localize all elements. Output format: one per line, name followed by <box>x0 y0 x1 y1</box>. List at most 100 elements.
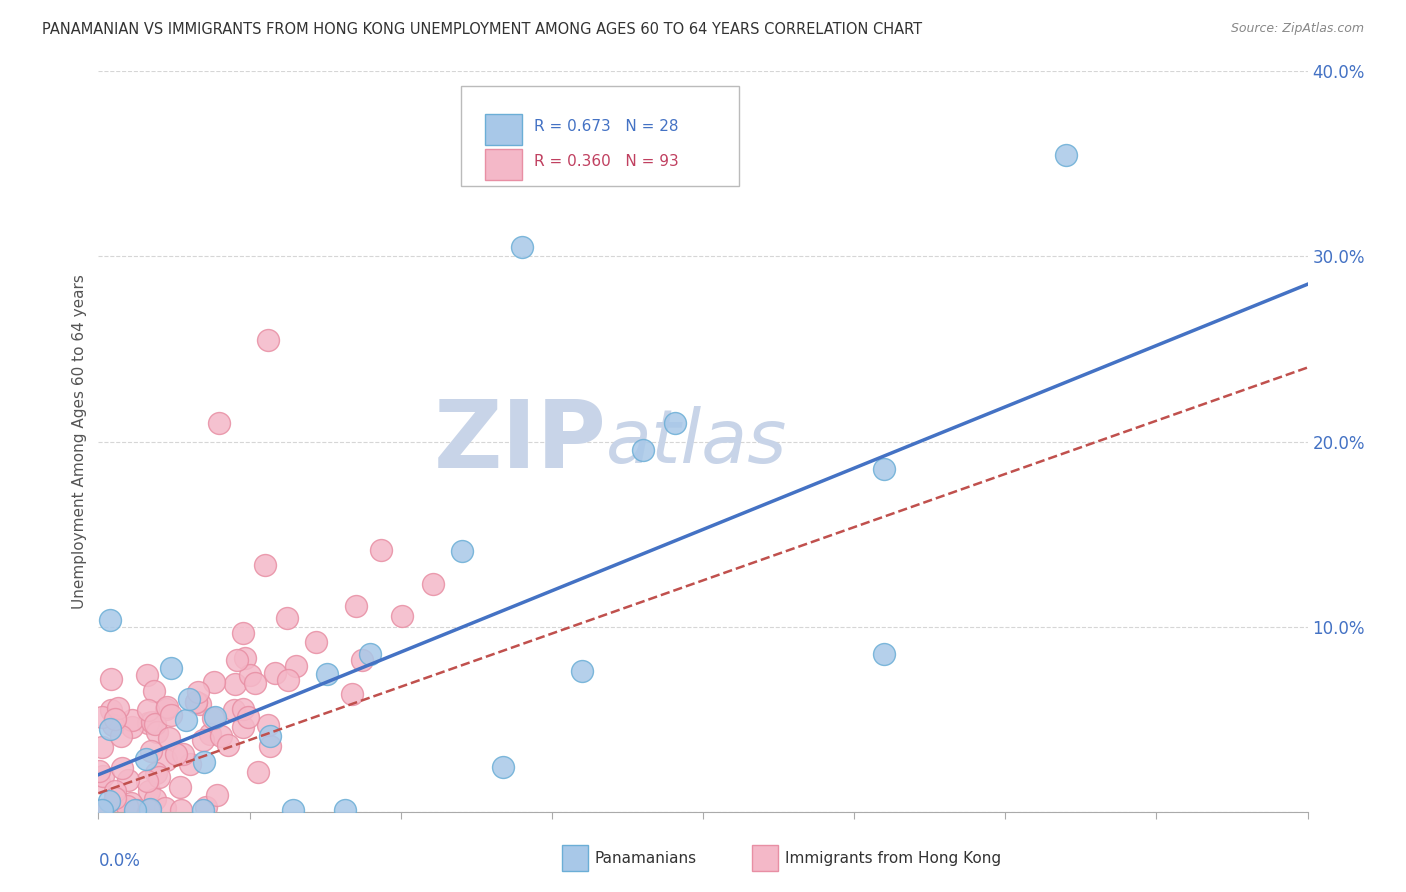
Point <box>120 796 142 810</box>
Point <box>187 684 209 698</box>
Text: atlas: atlas <box>606 406 787 477</box>
Point <box>136 703 159 717</box>
Point <box>208 416 231 430</box>
Point <box>138 803 160 817</box>
Point <box>111 761 134 775</box>
Point <box>510 240 533 254</box>
Point <box>110 729 132 743</box>
Point <box>148 770 170 784</box>
Point <box>391 609 413 624</box>
Point <box>100 800 122 814</box>
Point <box>174 713 197 727</box>
Point <box>157 731 180 745</box>
Text: R = 0.360   N = 93: R = 0.360 N = 93 <box>534 154 679 169</box>
Text: R = 0.673   N = 28: R = 0.673 N = 28 <box>534 120 678 135</box>
Point <box>193 755 215 769</box>
Point <box>104 803 127 817</box>
Text: PANAMANIAN VS IMMIGRANTS FROM HONG KONG UNEMPLOYMENT AMONG AGES 60 TO 64 YEARS C: PANAMANIAN VS IMMIGRANTS FROM HONG KONG … <box>42 22 922 37</box>
Point <box>165 747 187 762</box>
Point <box>422 577 444 591</box>
Point <box>104 712 127 726</box>
Point <box>141 744 163 758</box>
Point <box>100 722 122 736</box>
Point <box>155 753 177 767</box>
Point <box>159 708 181 723</box>
Point <box>125 803 148 817</box>
Point <box>217 738 239 752</box>
Point <box>104 791 127 805</box>
Point <box>195 800 218 814</box>
Point <box>281 803 304 817</box>
Point <box>236 709 259 723</box>
Point <box>188 697 211 711</box>
Point <box>104 803 127 817</box>
Point <box>664 416 686 430</box>
Point <box>200 727 222 741</box>
FancyBboxPatch shape <box>461 87 740 186</box>
Point <box>169 780 191 794</box>
Point <box>259 739 281 754</box>
Point <box>93 803 115 817</box>
Point <box>111 803 134 817</box>
Point <box>205 788 228 802</box>
Point <box>101 717 124 731</box>
Point <box>94 803 117 817</box>
Point <box>350 653 373 667</box>
Point <box>98 613 121 627</box>
Point <box>143 716 166 731</box>
Point <box>305 635 328 649</box>
Point <box>254 558 277 573</box>
Point <box>90 803 112 817</box>
Point <box>202 674 225 689</box>
Point <box>97 794 120 808</box>
Point <box>232 626 254 640</box>
Point <box>184 695 207 709</box>
Point <box>243 676 266 690</box>
Point <box>316 667 339 681</box>
Point <box>91 803 114 817</box>
Point <box>344 599 367 613</box>
Point <box>256 718 278 732</box>
Point <box>239 667 262 681</box>
Point <box>360 648 382 662</box>
Point <box>191 733 214 747</box>
Point <box>232 702 254 716</box>
Point <box>155 801 177 815</box>
Point <box>136 715 159 730</box>
Point <box>117 799 139 814</box>
Bar <box>485 114 522 145</box>
Point <box>104 784 127 798</box>
Point <box>127 803 149 817</box>
Point <box>631 442 654 457</box>
Point <box>155 702 177 716</box>
Y-axis label: Unemployment Among Ages 60 to 64 years: Unemployment Among Ages 60 to 64 years <box>72 274 87 609</box>
Point <box>263 665 285 680</box>
Point <box>138 783 160 797</box>
Point <box>124 803 146 817</box>
Text: ZIP: ZIP <box>433 395 606 488</box>
Point <box>100 803 122 817</box>
Point <box>571 665 593 679</box>
Point <box>107 701 129 715</box>
Point <box>93 769 115 783</box>
Point <box>160 661 183 675</box>
Point <box>91 739 114 754</box>
Point <box>209 730 232 744</box>
Point <box>233 651 256 665</box>
Point <box>100 672 122 686</box>
Point <box>143 792 166 806</box>
Text: Source: ZipAtlas.com: Source: ZipAtlas.com <box>1230 22 1364 36</box>
Point <box>277 673 299 687</box>
Point <box>342 687 364 701</box>
Point <box>191 803 214 817</box>
Point <box>117 772 139 787</box>
Point <box>145 765 167 780</box>
Point <box>276 611 298 625</box>
Point <box>135 752 157 766</box>
Point <box>333 803 356 817</box>
Point <box>204 710 226 724</box>
Point <box>96 803 118 817</box>
Point <box>136 668 159 682</box>
Text: Panamanians: Panamanians <box>595 851 697 865</box>
Point <box>492 759 515 773</box>
